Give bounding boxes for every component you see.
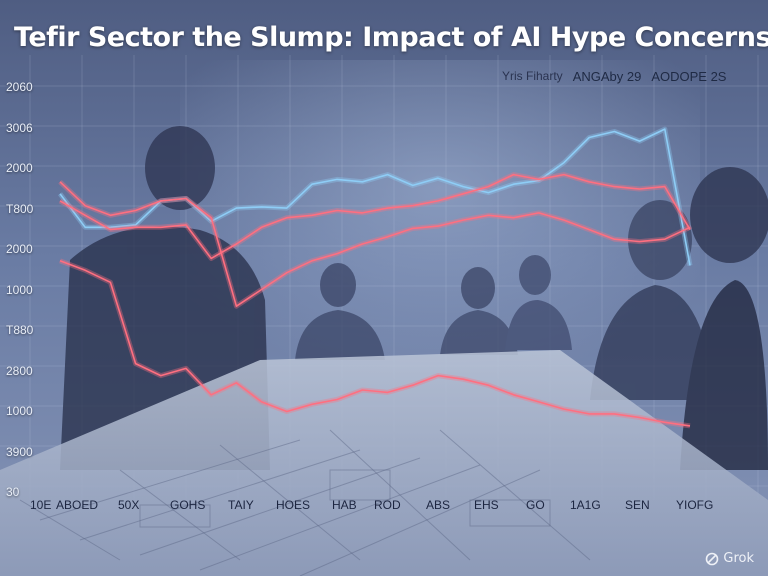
chart-lines	[58, 126, 693, 429]
chart-legend: Yris Fiharty ANGAby 29 AODOPE 2S	[502, 66, 726, 86]
series-line-4	[59, 173, 691, 260]
legend-entry: ANGAby 29	[572, 68, 642, 84]
x-tick-label: SEN	[625, 498, 650, 512]
x-tick-label: GO	[526, 498, 545, 512]
y-tick-label: 3006	[6, 120, 33, 135]
y-axis-labels: 2060 3006 2000 T800 2000 1000 T880 2800 1000 3900…	[0, 0, 60, 576]
grok-logo-icon	[706, 552, 719, 565]
chart-title: Tefir Sector the Slump: Impact of AI Hyp…	[14, 22, 768, 53]
x-tick-label: ABOED	[56, 498, 99, 512]
y-tick-label: T800	[6, 201, 34, 216]
x-tick-label: YIOFG	[676, 498, 714, 512]
x-tick-label: HAB	[332, 498, 357, 512]
background-people	[60, 126, 768, 470]
x-tick-label: ABS	[426, 498, 451, 512]
x-tick-label: 50X	[118, 498, 140, 512]
watermark: Grok	[705, 551, 754, 566]
y-tick-label: 2000	[6, 161, 33, 175]
legend-entry: AODOPE 2S	[651, 68, 727, 84]
x-tick-label: 10E	[30, 498, 52, 512]
y-tick-label: T880	[6, 323, 34, 337]
legend-entry: Yris Fiharty	[502, 69, 563, 83]
series-line-3	[59, 260, 691, 427]
y-tick-label: 30	[6, 485, 20, 499]
x-tick-label: HOES	[276, 498, 311, 512]
y-tick-label: 1000	[6, 282, 33, 297]
table-blueprint-lines	[19, 429, 591, 576]
x-tick-label: ROD	[374, 498, 401, 512]
y-tick-label: 2000	[6, 242, 33, 256]
x-tick-label: 1A1G	[570, 498, 601, 512]
x-tick-label: EHS	[474, 498, 499, 512]
meeting-table	[0, 350, 768, 576]
x-tick-label: TAIY	[228, 498, 254, 512]
y-tick-label: 3900	[6, 444, 33, 459]
x-tick-label: GOHS	[170, 498, 206, 512]
y-tick-label: 2060	[6, 80, 33, 94]
series-line-2	[59, 181, 691, 308]
watermark-label: Grok	[723, 551, 754, 566]
y-tick-label: 2800	[6, 363, 33, 378]
x-axis-labels: 10E ABOED 50X GOHS TAIY HOES HAB ROD ABS EHS GO 1A1…	[0, 494, 768, 518]
y-tick-label: 1000	[6, 404, 33, 418]
